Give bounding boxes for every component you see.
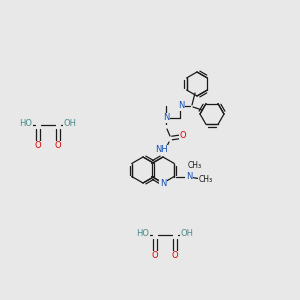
Text: N: N [160,178,166,188]
Text: O: O [55,142,61,151]
Text: N: N [178,101,184,110]
Text: HO: HO [136,230,149,238]
Text: O: O [35,142,41,151]
Text: OH: OH [64,119,76,128]
Text: HO: HO [20,119,32,128]
Text: O: O [152,251,158,260]
Text: CH₃: CH₃ [187,161,201,170]
Text: N: N [163,113,169,122]
Text: NH: NH [154,146,167,154]
Text: OH: OH [181,230,194,238]
Text: N: N [186,172,192,181]
Text: O: O [180,130,186,140]
Text: CH₃: CH₃ [198,175,212,184]
Text: O: O [172,251,178,260]
